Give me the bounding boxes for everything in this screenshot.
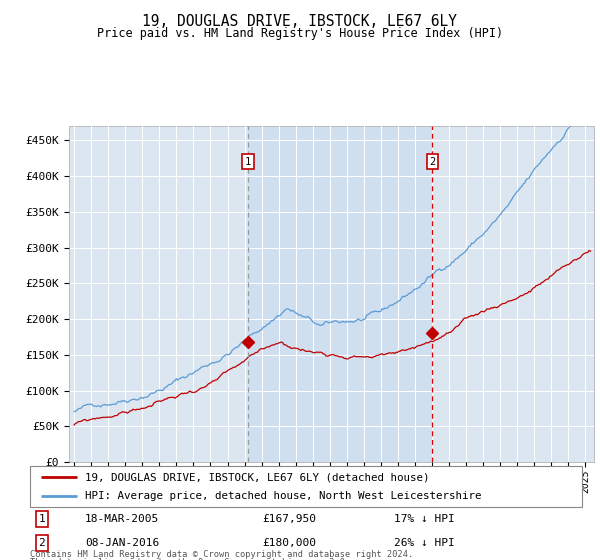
Text: HPI: Average price, detached house, North West Leicestershire: HPI: Average price, detached house, Nort… (85, 491, 482, 501)
FancyBboxPatch shape (30, 466, 582, 507)
Text: £180,000: £180,000 (262, 538, 316, 548)
Text: 1: 1 (38, 514, 45, 524)
Text: 19, DOUGLAS DRIVE, IBSTOCK, LE67 6LY: 19, DOUGLAS DRIVE, IBSTOCK, LE67 6LY (143, 14, 458, 29)
Text: 19, DOUGLAS DRIVE, IBSTOCK, LE67 6LY (detached house): 19, DOUGLAS DRIVE, IBSTOCK, LE67 6LY (de… (85, 473, 430, 482)
Text: Contains HM Land Registry data © Crown copyright and database right 2024.: Contains HM Land Registry data © Crown c… (30, 550, 413, 559)
Text: 17% ↓ HPI: 17% ↓ HPI (394, 514, 455, 524)
Text: Price paid vs. HM Land Registry's House Price Index (HPI): Price paid vs. HM Land Registry's House … (97, 27, 503, 40)
Text: 2: 2 (429, 157, 436, 167)
Text: 2: 2 (38, 538, 45, 548)
Text: 08-JAN-2016: 08-JAN-2016 (85, 538, 160, 548)
Text: £167,950: £167,950 (262, 514, 316, 524)
Text: 26% ↓ HPI: 26% ↓ HPI (394, 538, 455, 548)
Text: 18-MAR-2005: 18-MAR-2005 (85, 514, 160, 524)
Bar (248, 126, 433, 462)
Text: 1: 1 (245, 157, 251, 167)
Text: This data is licensed under the Open Government Licence v3.0.: This data is licensed under the Open Gov… (30, 558, 350, 560)
